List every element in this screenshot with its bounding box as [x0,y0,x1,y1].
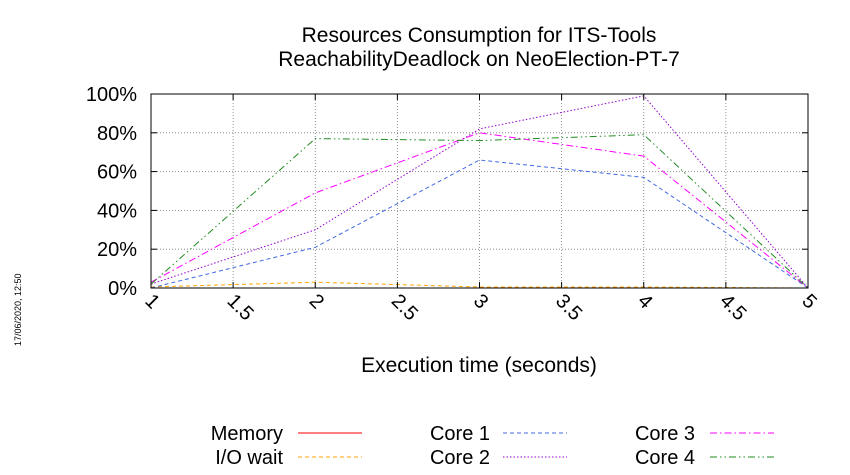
series-line-core-3 [150,132,809,289]
y-tick-label: 20% [97,239,137,261]
x-tick-label: 1 [140,290,163,313]
x-tick-label: 3 [469,290,492,313]
x-tick-label: 3.5 [551,290,586,325]
timestamp-stamp: 17/06/2020, 12:50 [13,273,23,346]
legend-label: Core 4 [635,447,695,469]
x-tick-label: 5 [797,290,820,313]
x-axis-label: Execution time (seconds) [361,354,597,377]
legend-label: I/O wait [215,447,283,469]
y-tick-label: 100% [86,84,137,106]
y-tick-label: 60% [97,162,137,184]
legend-label: Core 3 [635,423,695,445]
legend-label: Core 2 [430,447,490,469]
series-line-i-o-wait [150,281,809,289]
x-axis-ticks: 1 1.5 2 2.5 3 3.5 4 4.5 5 [140,94,821,325]
series-line-core-4 [150,134,809,289]
chart-title-line-2: ReachabilityDeadlock on NeoElection-PT-7 [278,48,680,71]
x-tick-label: 2.5 [387,290,422,325]
x-tick-label: 2 [305,290,328,313]
y-axis-ticks: 0% 20% 40% 60% 80% 100% [86,84,808,300]
legend-label: Core 1 [430,423,490,445]
chart-title-line-1: Resources Consumption for ITS-Tools [302,24,657,47]
x-tick-label: 1.5 [223,290,258,325]
x-tick-label: 4.5 [715,290,750,325]
legend-label: Memory [211,423,283,445]
y-tick-label: 80% [97,123,137,145]
y-tick-label: 40% [97,200,137,222]
y-tick-label: 0% [108,278,137,300]
series-line-core-1 [150,159,809,289]
grid-lines [151,94,808,288]
x-tick-label: 4 [633,290,656,313]
